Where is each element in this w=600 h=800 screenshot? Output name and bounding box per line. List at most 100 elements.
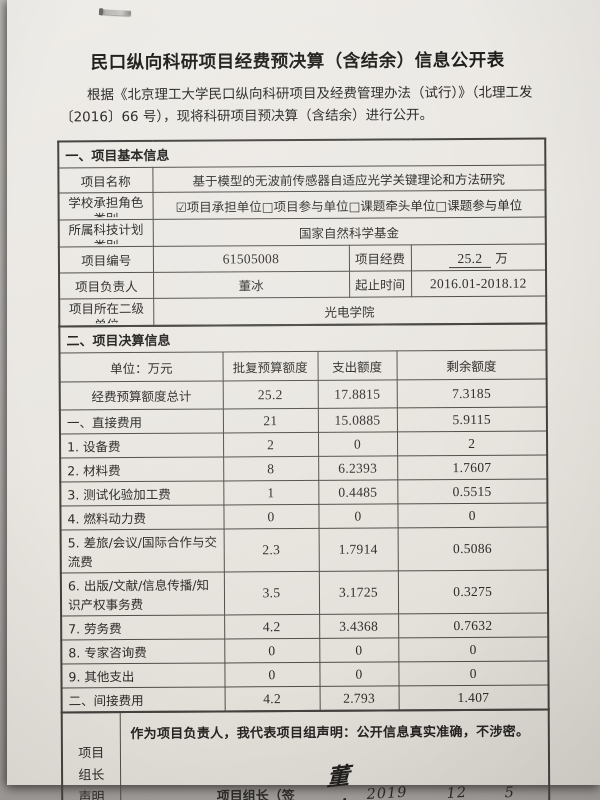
paper-sheet [7, 0, 600, 785]
project-number-label: 项目编号 [58, 246, 154, 273]
budget-row: 1. 设备费 2 0 2 [59, 430, 548, 458]
budget-row: 7. 劳务费 4.2 3.4368 0.7632 [61, 612, 549, 640]
project-number-row: 项目编号 61505008 项目经费 25.2 万 [58, 243, 547, 273]
duration-label: 起止时间 [349, 270, 412, 298]
budget-cell: 7.3185 [396, 378, 547, 408]
declaration-table: 项目 组长 声明 作为项目负责人，我代表项目组声明：公开信息真实准确，不涉密。 … [60, 708, 551, 800]
budget-row: 2. 材料费 8 6.2393 1.7607 [60, 454, 548, 482]
declaration-content: 作为项目负责人，我代表项目组声明：公开信息真实准确，不涉密。 项目组长（签字）：… [119, 709, 550, 800]
budget-row-label: 3. 测试化验加工费 [60, 480, 224, 506]
handwritten-signature: 董冰 [325, 762, 348, 800]
budget-cell: 1.7607 [397, 454, 548, 480]
budget-cell: 3.5 [223, 571, 320, 615]
budget-row: 3. 测试化验加工费 1 0.4485 0.5515 [60, 478, 548, 506]
budget-row-label: 一、直接费用 [59, 408, 223, 434]
project-number-value: 61505008 [152, 245, 350, 273]
handwritten-date: 2019年 12月 5日 [365, 784, 541, 800]
budget-cell: 0.3275 [397, 569, 549, 614]
budget-cell: 0 [319, 661, 399, 687]
budget-cell: 0 [318, 503, 398, 529]
budget-row: 8. 专家咨询费 0 0 0 [61, 636, 549, 664]
budget-cell: 25.2 [222, 380, 318, 409]
budget-cell: 0 [398, 636, 549, 662]
basic-info-section-title: 一、项目基本信息 [58, 138, 546, 168]
declaration-statement: 作为项目负责人，我代表项目组声明：公开信息真实准确，不涉密。 [130, 724, 530, 743]
funding-value: 25.2 [448, 250, 492, 269]
budget-cell: 0 [398, 660, 549, 686]
budget-cell: 0.5515 [397, 478, 548, 504]
department-label: 项目所在二级单位 [68, 300, 145, 323]
budget-cell: 3.4368 [319, 613, 399, 639]
budget-col-header: 支出额度 [317, 350, 397, 381]
signature-row: 项目组长（签字）： 董冰 2019年 12月 5日 [130, 756, 540, 800]
budget-cell: 1 [223, 480, 319, 505]
budget-row: 4. 燃料动力费 0 0 0 [60, 502, 548, 530]
school-role-row: 学校承担角色类别 ☑项目承担单位□项目参与单位□课题牵头单位□课题参与单位 [58, 189, 546, 220]
budget-unit-label: 单位：万元 [59, 351, 223, 382]
budget-cell: 4.2 [224, 614, 320, 639]
budget-cell: 2.793 [319, 685, 399, 711]
project-name-row: 项目名称 基于模型的无波前传感器自适应光学关键理论和方法研究 [58, 164, 546, 193]
budget-cell: 2 [222, 432, 319, 457]
date-year: 2019年 [365, 784, 408, 800]
funding-unit: 万 [495, 250, 508, 266]
date-day: 5日 [504, 784, 516, 800]
budget-cell: 0 [397, 502, 548, 528]
budget-row: 6. 出版/文献/信息传播/知识产权事务费 3.5 3.1725 0.3275 [60, 569, 549, 616]
budget-cell: 4.2 [224, 686, 320, 712]
intro-paragraph: 根据《北京理工大学民口纵向科研项目及经费管理办法（试行）》（北理工发〔2016〕… [60, 84, 533, 125]
budget-cell: 0 [224, 638, 320, 663]
leader-value: 董冰 [153, 271, 350, 299]
budget-cell: 2.3 [223, 528, 319, 572]
budget-row-label: 二、间接费用 [61, 686, 225, 713]
budget-row-label: 4. 燃料动力费 [60, 504, 224, 530]
budget-row-label: 2. 材料费 [60, 456, 224, 482]
funding-label: 项目经费 [348, 244, 412, 272]
sign-label: 项目组长（签字）： [216, 789, 295, 800]
budget-col-header: 批复预算额度 [222, 351, 318, 381]
budget-section-header: 二、项目决算信息 [59, 323, 547, 353]
declaration-label: 项目 组长 声明 [61, 712, 121, 800]
role-options: ☑项目承担单位□项目参与单位□课题牵头单位□课题参与单位 [152, 189, 546, 220]
budget-cell: 0 [224, 662, 320, 687]
budget-cell: 0 [319, 637, 399, 663]
budget-cell: 0.4485 [318, 479, 398, 505]
budget-row-label: 6. 出版/文献/信息传播/知识产权事务费 [60, 571, 225, 616]
budget-table: 二、项目决算信息 单位：万元 批复预算额度 支出额度 剩余额度 经费预算额度总计… [58, 322, 550, 714]
budget-cell: 0 [317, 431, 398, 457]
school-role-label: 学校承担角色类别 [68, 194, 144, 217]
program-label: 所属科技计划类别 [68, 221, 144, 244]
budget-cell: 15.0885 [317, 407, 397, 433]
budget-col-header: 剩余额度 [396, 349, 547, 380]
budget-cell: 0.7632 [398, 612, 549, 638]
project-name-label: 项目名称 [58, 167, 153, 193]
budget-cell: 21 [222, 408, 318, 433]
funding-cell: 25.2 万 [410, 243, 547, 271]
budget-row-label: 9. 其他支出 [61, 662, 225, 688]
budget-row: 一、直接费用 21 15.0885 5.9115 [59, 406, 548, 434]
basic-info-section-header: 一、项目基本信息 [58, 138, 546, 168]
budget-cell: 0 [223, 504, 319, 529]
leader-label: 项目负责人 [59, 272, 154, 299]
budget-cell: 6.2393 [318, 455, 398, 481]
declaration-row: 项目 组长 声明 作为项目负责人，我代表项目组声明：公开信息真实准确，不涉密。 … [61, 709, 550, 800]
program-row: 所属科技计划类别 国家自然科学基金 [58, 216, 546, 247]
budget-cell: 3.1725 [318, 570, 399, 615]
budget-row: 9. 其他支出 0 0 0 [61, 660, 549, 688]
budget-cell: 17.8815 [317, 379, 397, 409]
budget-row: 5. 差旅/会议/国际合作与交流费 2.3 1.7914 0.5086 [60, 526, 548, 573]
budget-row-label: 8. 专家咨询费 [61, 638, 225, 664]
budget-cell: 8 [223, 456, 319, 481]
budget-row-label: 7. 劳务费 [61, 614, 225, 640]
program-value: 国家自然科学基金 [152, 216, 546, 247]
budget-row-label: 5. 差旅/会议/国际合作与交流费 [60, 528, 224, 573]
duration-value: 2016.01-2018.12 [411, 269, 547, 297]
budget-row-label: 经费预算额度总计 [59, 380, 223, 410]
budget-row-label: 1. 设备费 [59, 432, 224, 458]
department-row: 项目所在二级单位 光电学院 [59, 295, 547, 327]
budget-section-title: 二、项目决算信息 [59, 323, 547, 353]
date-month: 12月 [446, 784, 468, 800]
department-value: 光电学院 [153, 295, 547, 326]
